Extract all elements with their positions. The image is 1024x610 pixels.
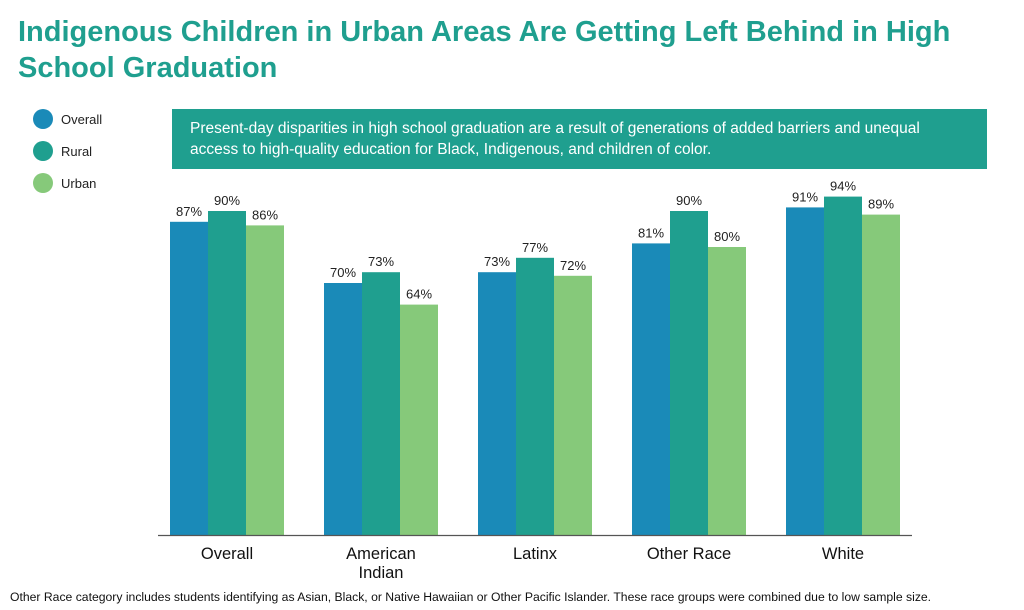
data-label: 72% — [560, 258, 586, 273]
bar-overall-0 — [170, 221, 208, 536]
category-label: Indian — [359, 564, 404, 582]
data-label: 86% — [252, 207, 278, 222]
data-label: 81% — [638, 225, 664, 240]
legend-item: Rural — [33, 140, 102, 162]
bar-overall-4 — [786, 207, 824, 535]
bar-urban-2 — [554, 275, 592, 535]
data-label: 70% — [330, 265, 356, 280]
bar-overall-2 — [478, 272, 516, 535]
bar-rural-0 — [208, 211, 246, 535]
data-label: 64% — [406, 287, 432, 302]
legend-swatch — [33, 109, 53, 129]
bar-urban-1 — [400, 304, 438, 535]
bar-overall-1 — [324, 283, 362, 535]
data-label: 73% — [484, 254, 510, 269]
data-label: 80% — [714, 229, 740, 244]
legend-label: Urban — [61, 175, 97, 191]
category-label: White — [822, 545, 864, 563]
chart-title: Indigenous Children in Urban Areas Are G… — [18, 16, 951, 84]
bar-rural-3 — [670, 211, 708, 535]
category-label: Other Race — [647, 545, 731, 563]
bar-urban-3 — [708, 247, 746, 535]
footnote: Other Race category includes students id… — [10, 590, 932, 604]
category-label: Overall — [201, 545, 253, 563]
legend-swatch — [33, 141, 53, 161]
bar-overall-3 — [632, 243, 670, 535]
bar-rural-1 — [362, 272, 400, 535]
data-label: 77% — [522, 240, 548, 255]
bar-urban-4 — [862, 214, 900, 535]
data-label: 94% — [830, 179, 856, 194]
data-label: 89% — [868, 197, 894, 212]
bar-rural-2 — [516, 257, 554, 535]
callout-box: Present-day disparities in high school g… — [172, 109, 987, 169]
legend: Overall Rural Urban — [33, 108, 102, 204]
data-label: 91% — [792, 189, 818, 204]
legend-label: Overall — [61, 111, 103, 127]
data-label: 87% — [176, 204, 202, 219]
data-label: 90% — [214, 193, 240, 208]
legend-label: Rural — [61, 143, 93, 159]
data-label: 73% — [368, 254, 394, 269]
legend-swatch — [33, 173, 53, 193]
category-label: Latinx — [513, 545, 558, 563]
category-label: American — [346, 545, 416, 563]
bar-urban-0 — [246, 225, 284, 535]
data-label: 90% — [676, 193, 702, 208]
legend-item: Urban — [33, 172, 102, 194]
bar-rural-4 — [824, 196, 862, 535]
legend-item: Overall — [33, 108, 102, 130]
